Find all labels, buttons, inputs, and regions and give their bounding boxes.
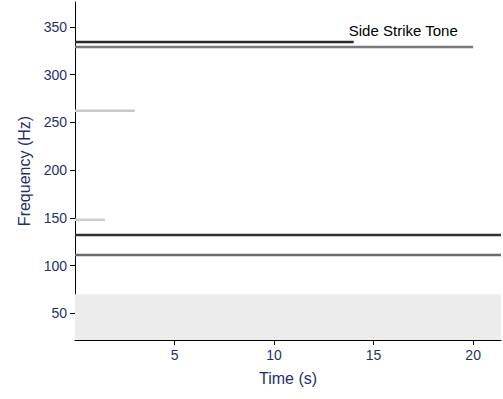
svg-text:Side Strike Tone: Side Strike Tone bbox=[349, 22, 458, 39]
svg-text:350: 350 bbox=[44, 19, 68, 35]
svg-text:50: 50 bbox=[51, 305, 67, 321]
svg-text:20: 20 bbox=[465, 347, 481, 363]
svg-text:300: 300 bbox=[44, 67, 68, 83]
svg-text:Frequency (Hz): Frequency (Hz) bbox=[16, 116, 33, 226]
svg-text:15: 15 bbox=[366, 347, 382, 363]
svg-text:10: 10 bbox=[266, 347, 282, 363]
svg-text:150: 150 bbox=[44, 210, 68, 226]
svg-text:Time (s): Time (s) bbox=[259, 370, 317, 387]
svg-text:100: 100 bbox=[44, 258, 68, 274]
svg-text:5: 5 bbox=[171, 347, 179, 363]
svg-text:200: 200 bbox=[44, 162, 68, 178]
svg-text:250: 250 bbox=[44, 114, 68, 130]
